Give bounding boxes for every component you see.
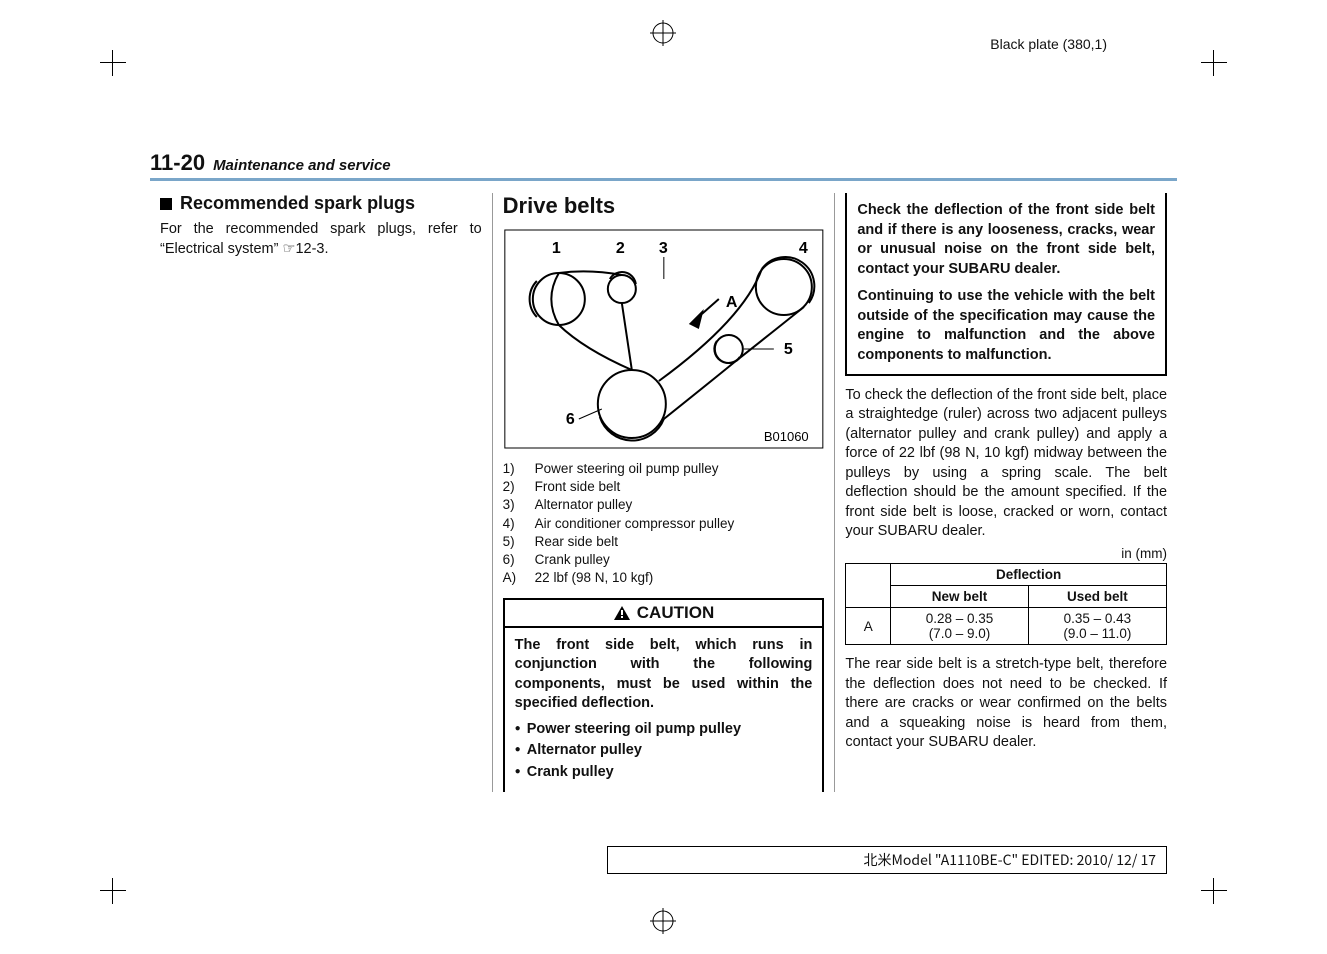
table-header: Used belt [1028, 586, 1166, 608]
diagram-code: B01060 [764, 429, 809, 444]
caution-item: Crank pulley [515, 763, 813, 783]
drive-belt-diagram: 1 2 3 4 A 5 6 B01060 [503, 229, 825, 449]
subheading-text: Recommended spark plugs [180, 193, 415, 214]
caution-text: Continuing to use the vehicle with the b… [857, 287, 1155, 365]
table-header: New belt [891, 586, 1028, 608]
footer-text: 北米Model "A1110BE-C" EDITED: 2010/ 12/ 17 [864, 850, 1156, 870]
subheading-spark-plugs: Recommended spark plugs [160, 193, 482, 214]
caution-item: Alternator pulley [515, 741, 813, 761]
caution-item: Power steering oil pump pulley [515, 720, 813, 740]
table-cell: 0.28 – 0.35(7.0 – 9.0) [891, 608, 1028, 645]
caution-lead: The front side belt, which runs in conju… [515, 636, 813, 714]
caution-box-continued: Check the deflection of the front side b… [845, 193, 1167, 376]
table-cell: A [846, 608, 891, 645]
svg-text:3: 3 [659, 240, 668, 257]
crop-target-icon [650, 20, 676, 46]
plate-label: Black plate (380,1) [990, 36, 1107, 52]
crop-mark [1201, 878, 1227, 904]
body-text: To check the deflection of the front sid… [845, 386, 1167, 543]
svg-text:6: 6 [566, 411, 575, 428]
body-text: For the recommended spark plugs, refer t… [160, 220, 482, 259]
caution-text: Check the deflection of the front side b… [857, 201, 1155, 279]
heading-drive-belts: Drive belts [503, 193, 825, 219]
bullet-square-icon [160, 198, 172, 210]
svg-text:5: 5 [784, 341, 793, 358]
crop-mark [100, 50, 126, 76]
crop-target-icon [650, 908, 676, 934]
table-cell: 0.35 – 0.43(9.0 – 11.0) [1028, 608, 1166, 645]
diagram-label: 1 [552, 240, 561, 257]
svg-text:2: 2 [616, 240, 625, 257]
svg-text:4: 4 [799, 240, 808, 257]
crop-mark [100, 878, 126, 904]
diagram-legend: 1)Power steering oil pump pulley 2)Front… [503, 460, 825, 588]
crop-mark [1201, 50, 1227, 76]
footer-box: 北米Model "A1110BE-C" EDITED: 2010/ 12/ 17 [607, 846, 1167, 874]
caution-title: CAUTION [637, 603, 714, 623]
deflection-table: Deflection New belt Used belt A 0.28 – 0… [845, 563, 1167, 645]
page-header: 11-20 Maintenance and service [150, 150, 1177, 181]
caution-box: CAUTION The front side belt, which runs … [503, 598, 825, 793]
chapter-title: Maintenance and service [213, 157, 391, 174]
table-header: Deflection [891, 564, 1167, 586]
page-number: 11-20 [150, 150, 205, 176]
svg-text:A: A [726, 294, 738, 311]
table-unit: in (mm) [845, 546, 1167, 561]
warning-icon [613, 605, 631, 621]
body-text: The rear side belt is a stretch-type bel… [845, 655, 1167, 753]
